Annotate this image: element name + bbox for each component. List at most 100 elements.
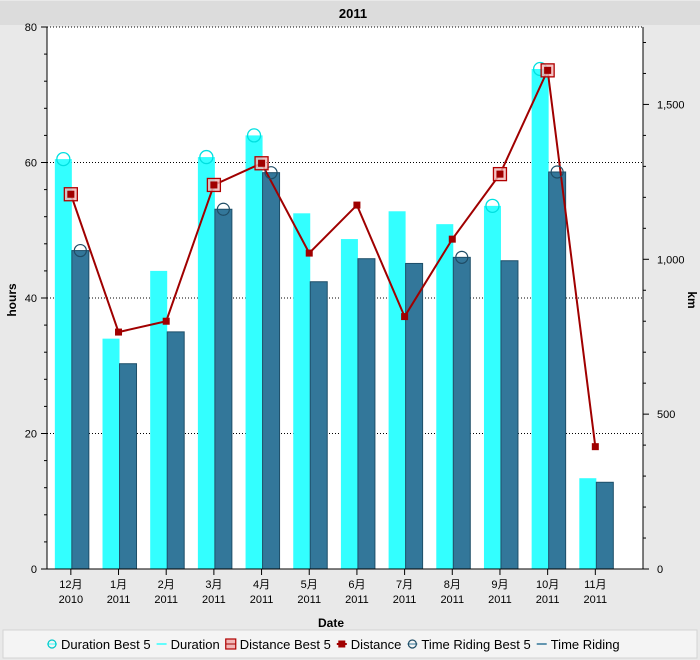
y-tick-label: 0: [31, 564, 37, 576]
distance-point: [353, 201, 361, 209]
legend-box: [2, 629, 698, 659]
legend-circle-icon: [407, 639, 417, 649]
legend-label: Duration Best 5: [61, 637, 151, 652]
x-tick-label-month: 12月: [59, 579, 82, 591]
time-riding-bar: [119, 363, 138, 570]
legend: Duration Best 5 Duration Distance Best 5 Di…: [47, 637, 620, 652]
time-riding-bar: [357, 258, 376, 570]
legend-item: Duration: [156, 637, 220, 652]
distance-best-point: [67, 190, 75, 198]
x-tick-label-month: 9月: [491, 579, 508, 591]
legend-item: Time Riding: [536, 637, 620, 652]
distance-point: [448, 235, 456, 243]
y2-axis-title: km: [685, 291, 699, 308]
legend-filled-square-icon: [338, 640, 346, 648]
x-tick-label-year: 2011: [488, 594, 512, 606]
x-tick-label-year: 2011: [393, 594, 417, 606]
duration-bar: [436, 224, 454, 569]
distance-best-point: [210, 181, 218, 189]
distance-best-point: [496, 170, 504, 178]
y2-tick-label: 1,000: [657, 254, 685, 266]
bars-layer: [54, 69, 614, 570]
x-tick-label-month: 6月: [348, 579, 365, 591]
x-tick-label-year: 2011: [583, 594, 607, 606]
duration-bar: [579, 478, 597, 569]
duration-bar: [483, 205, 501, 570]
time-riding-bar: [214, 208, 233, 570]
duration-bar: [102, 338, 120, 569]
x-tick-label-month: 5月: [301, 579, 318, 591]
distance-best-point: [258, 159, 266, 167]
x-tick-label-year: 2011: [345, 594, 369, 606]
x-tick-label-year: 2011: [536, 594, 560, 606]
time-riding-bar: [548, 171, 567, 570]
legend-label: Duration: [171, 637, 220, 652]
legend-item: Duration Best 5: [47, 637, 151, 652]
distance-line: [69, 66, 597, 447]
x-tick-label-month: 4月: [253, 579, 270, 591]
x-tick-label-month: 3月: [205, 579, 222, 591]
x-axis-title: Date: [318, 616, 344, 630]
distance-point: [305, 249, 313, 257]
duration-bar: [54, 159, 72, 570]
duration-best-marker: [56, 151, 71, 167]
legend-circle-icon: [47, 639, 57, 649]
x-tick-label-year: 2011: [440, 594, 464, 606]
y2-tick-label: 0: [657, 564, 663, 576]
duration-bar: [245, 135, 263, 569]
y-tick-label: 40: [25, 293, 37, 305]
distance-point: [162, 317, 170, 325]
time-riding-best-marker: [550, 165, 564, 179]
legend-label: Time Riding Best 5: [421, 637, 530, 652]
time-riding-best-marker: [455, 250, 469, 264]
time-riding-bar: [500, 260, 519, 570]
y-tick-label: 60: [25, 158, 37, 170]
distance-point: [115, 328, 123, 336]
duration-bar: [340, 239, 358, 569]
y-axis-title: hours: [5, 283, 19, 317]
legend-item: Time Riding Best 5: [407, 637, 531, 652]
axes-layer: 0 20 40 60 80 0 500 1,000 1,500 12月 2010 1月 2011 2月 20…: [25, 22, 685, 606]
x-tick-label-year: 2011: [154, 594, 178, 606]
x-tick-label-year: 2011: [250, 594, 274, 606]
y2-tick-label: 1,500: [657, 99, 685, 111]
distance-best-point: [544, 66, 552, 74]
duration-bar: [531, 69, 549, 569]
duration-bar: [150, 270, 168, 569]
x-tick-label-month: 8月: [444, 579, 461, 591]
x-tick-label-year: 2011: [107, 594, 131, 606]
duration-bar: [197, 157, 215, 569]
x-tick-label-month: 10月: [536, 579, 559, 591]
markers-layer: [56, 61, 564, 264]
y-tick-label: 20: [25, 429, 37, 441]
time-riding-bar: [452, 256, 471, 570]
duration-best-marker: [246, 128, 262, 143]
chart-title: 2011: [339, 6, 367, 21]
legend-item: Distance: [336, 637, 402, 652]
legend-label: Time Riding: [551, 637, 620, 652]
duration-best-marker: [199, 149, 214, 165]
time-riding-best-marker: [73, 243, 87, 258]
x-tick-label-month: 7月: [396, 579, 413, 591]
y-tick-label: 80: [25, 22, 37, 34]
time-riding-bar: [166, 331, 185, 570]
time-riding-bar: [309, 281, 328, 570]
distance-point: [401, 313, 409, 321]
duration-bar: [293, 213, 311, 569]
x-tick-label-month: 2月: [158, 579, 175, 591]
time-riding-best-marker: [216, 202, 230, 216]
y2-tick-label: 500: [657, 409, 675, 421]
legend-item: Distance Best 5: [225, 637, 331, 652]
legend-label: Distance: [351, 637, 402, 652]
legend-label: Distance Best 5: [240, 637, 331, 652]
time-riding-bar: [71, 250, 90, 570]
x-tick-label-year: 2010: [59, 594, 83, 606]
title-bar: [0, 1, 700, 25]
time-riding-bar: [595, 481, 614, 570]
x-tick-label-month: 1月: [110, 579, 127, 591]
time-riding-bar: [262, 172, 281, 570]
x-tick-label-year: 2011: [202, 594, 226, 606]
distance-point: [591, 443, 599, 451]
